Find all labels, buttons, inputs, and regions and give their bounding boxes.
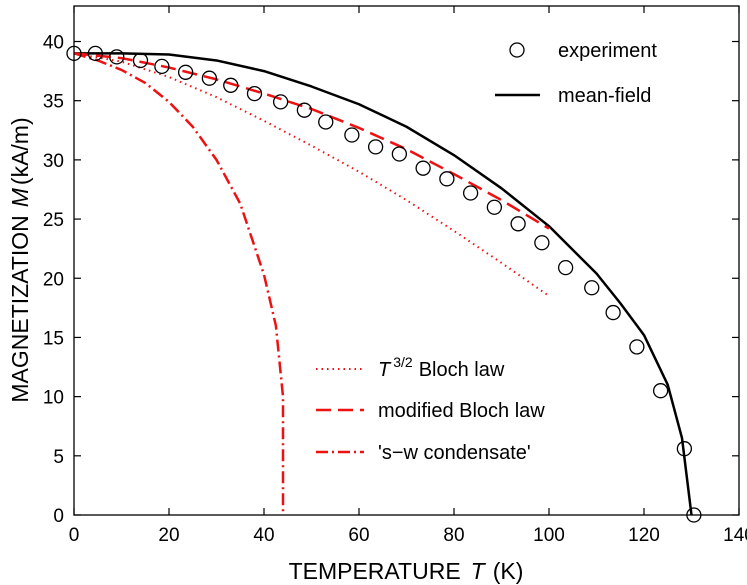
experiment-point [439,171,455,187]
legend-bloch-law-text: Bloch law [419,359,505,381]
y-axis-label-symbol: M [7,187,33,207]
x-tick-label: 0 [69,525,80,546]
experiment-point [415,160,431,176]
experiment-point [246,85,263,102]
legend-mean-field-label: mean-field [558,85,651,107]
x-tick-label: 40 [253,525,274,546]
experiment-point [676,441,693,457]
y-tick-label: 20 [43,269,64,290]
experiment-point [109,49,125,65]
y-tick-label: 30 [43,151,64,172]
legend-sw-condensate-label: 's−w condensate' [378,442,531,464]
y-axis-label: MAGNETIZATION M(kA/m) [7,117,33,402]
series-line-modified-bloch-law [73,52,550,230]
legend-bloch-law-symbol: T [378,359,392,381]
experiment-point [272,94,289,110]
experiment-point [584,280,600,296]
y-tick-label: 15 [43,328,64,349]
experiment-point [177,64,194,80]
plot-frame [73,5,740,516]
legend-experiment-marker [509,42,525,58]
experiment-point [605,304,621,321]
experiment-point [367,139,384,155]
legend-modified-bloch-label: modified Bloch law [378,400,545,422]
ticks-layer: 0 20 40 60 80 100 120 140 0 5 10 15 20 25 30 35 40 [43,6,747,546]
series-line-s-w-condensate [73,52,285,515]
y-tick-label: 5 [53,447,64,468]
x-axis-label-unit: (K) [493,558,524,584]
x-tick-label: 100 [533,525,565,546]
legend-experiment-label: experiment [558,40,657,62]
legend-bloch-law-label: T 3/2 Bloch law [378,354,505,381]
y-tick-label: 35 [43,92,64,113]
x-tick-label: 60 [348,525,369,546]
experiment-point [652,383,669,399]
x-tick-label: 120 [628,525,660,546]
experiment-point [87,45,104,61]
experiment-point [201,70,218,86]
y-tick-label: 25 [43,210,64,231]
y-tick-label: 0 [53,506,64,527]
experiment-point [223,77,239,93]
experiment-point [296,102,313,118]
experiment-point [132,52,149,69]
y-axis-label-prefix: MAGNETIZATION [7,215,33,402]
experiment-point [557,259,574,276]
experiment-point [462,185,479,201]
experiment-point [154,58,170,75]
series-line-t-3-2-bloch-law [73,52,550,297]
y-axis-label-unit: (kA/m) [7,117,33,185]
experiment-point [629,339,645,355]
x-tick-label: 140 [723,525,747,546]
series-line-mean-field [74,52,693,516]
y-tick-label: 10 [43,388,64,409]
x-axis-label: TEMPERATURE T (K) [289,558,524,584]
legend-upper: experiment mean-field [495,40,657,107]
experiment-point [486,199,503,215]
experiment-point [534,235,550,251]
x-axis-label-symbol: T [471,558,487,584]
experiment-point [510,216,526,232]
experiment-point [391,146,408,162]
legend-bloch-law-superscript: 3/2 [393,354,413,370]
x-tick-label: 80 [443,525,464,546]
legend-lower: T 3/2 Bloch law modified Bloch law 's−w co… [316,354,545,464]
experiment-point [318,114,334,130]
experiment-point [344,127,360,143]
y-tick-label: 40 [43,33,64,54]
x-tick-label: 20 [158,525,179,546]
x-axis-label-prefix: TEMPERATURE [289,558,461,584]
